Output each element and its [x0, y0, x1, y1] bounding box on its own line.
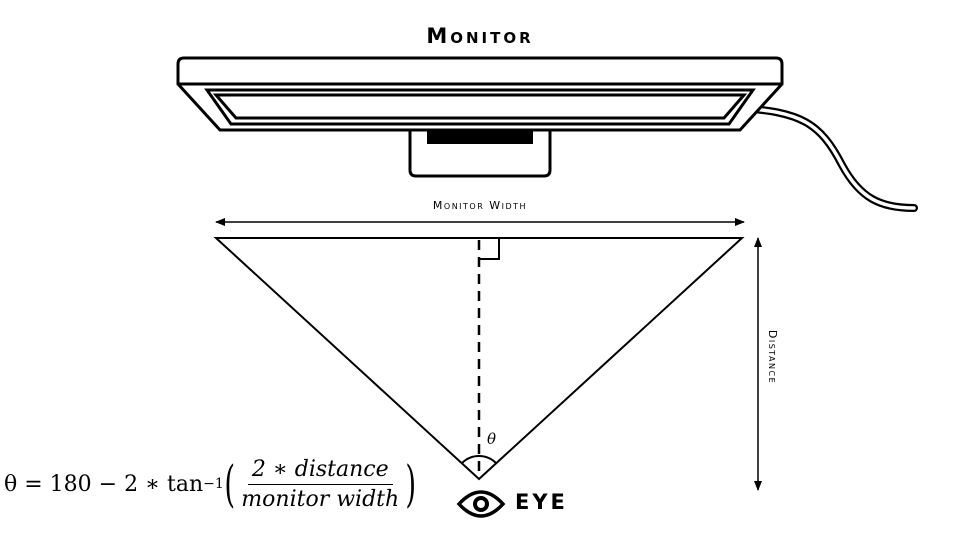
- viewing-triangle: [213, 237, 745, 481]
- formula-fraction: 2 ∗ distance monitor width: [237, 457, 403, 512]
- eye-label: EYE: [515, 490, 568, 514]
- distance-label: Distance: [766, 329, 779, 385]
- monitor-neck: [427, 128, 533, 144]
- monitor-illustration: [176, 56, 918, 212]
- angle-arc: [461, 454, 497, 464]
- monitor-bezel: [204, 88, 756, 126]
- eye-icon: [456, 490, 506, 518]
- right-angle-marker: [479, 238, 500, 260]
- formula-open-paren: (: [224, 455, 235, 513]
- formula-lhs: θ = 180 − 2 ∗ tan: [4, 471, 204, 497]
- diagram-title: Monitor: [426, 24, 534, 48]
- monitor-cable: [736, 104, 918, 212]
- formula-exponent: −1: [203, 476, 224, 492]
- monitor-width-label: Monitor Width: [432, 199, 528, 212]
- viewing-angle-formula: θ = 180 − 2 ∗ tan −1 ( 2 ∗ distance monit…: [4, 452, 417, 516]
- angle-label: θ: [487, 430, 497, 448]
- formula-numerator: 2 ∗ distance: [247, 457, 393, 485]
- formula-denominator: monitor width: [241, 486, 400, 512]
- monitor-screen: [212, 93, 748, 120]
- formula-close-paren: ): [405, 455, 417, 513]
